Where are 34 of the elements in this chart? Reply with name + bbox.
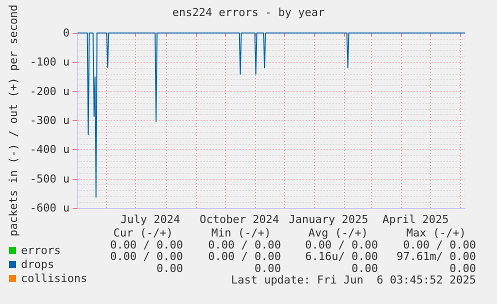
legend-label: errors xyxy=(21,244,61,257)
y-tick-label: -100 u xyxy=(30,56,70,69)
x-tick-label: April 2025 xyxy=(382,213,449,226)
text: Avg (-/+) xyxy=(308,226,368,240)
text: 0.00 / 0.00 xyxy=(403,238,476,252)
line-series xyxy=(77,32,466,198)
text: 97.61m/ 0.00 xyxy=(396,250,476,264)
y-axis-title: packets in (-) / out (+) per second xyxy=(7,4,20,236)
text: 0.00 xyxy=(450,262,476,275)
chart-title: ens224 errors - by year xyxy=(172,6,326,19)
y-tick-label: -600 u xyxy=(30,202,70,214)
x-tick-label: July 2024 xyxy=(120,213,180,226)
x-tick-label: October 2024 xyxy=(200,213,280,226)
y-tick-label: -300 u xyxy=(30,114,70,127)
y-tick-label: -500 u xyxy=(30,172,70,186)
text: Max (-/+) xyxy=(406,226,466,240)
text: 0.00 xyxy=(254,262,281,275)
text: Cur (-/+) xyxy=(113,226,173,240)
y-tick-label: -400 u xyxy=(30,143,70,156)
legend-label: collisions xyxy=(21,272,88,285)
x-tick-label: January 2025 xyxy=(288,213,368,226)
text: 6.16u/ 0.00 xyxy=(305,250,378,264)
text: Min (-/+) xyxy=(211,226,271,240)
y-tick-label: -200 u xyxy=(30,84,70,98)
text: 0.00 / 0.00 xyxy=(208,238,281,252)
text: 0.00 / 0.00 xyxy=(110,250,183,264)
text: 0.00 / 0.00 xyxy=(305,238,378,252)
text: 0.00 xyxy=(352,262,378,275)
text: Last update: Fri Jun 6 03:45:52 2025 xyxy=(230,274,476,287)
text: 0.00 xyxy=(156,262,183,275)
text: 0.00 / 0.00 xyxy=(110,238,183,252)
text: 0.00 / 0.00 xyxy=(208,250,281,264)
legend-label: drops xyxy=(21,258,54,271)
y-tick-label: 0 xyxy=(63,26,70,40)
